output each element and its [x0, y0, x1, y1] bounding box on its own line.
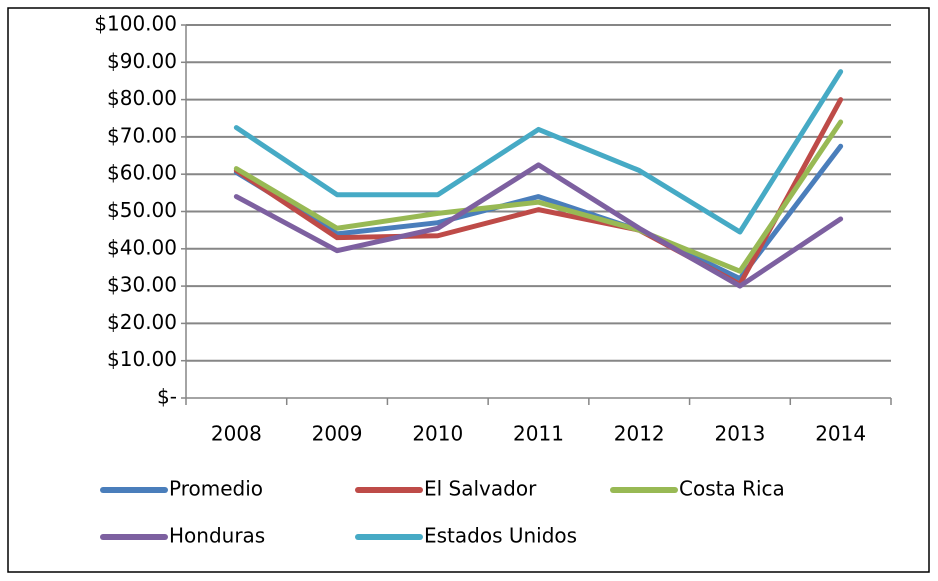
y-tick-label: $60.00: [107, 161, 177, 185]
legend-label: Honduras: [169, 524, 265, 548]
x-tick-label: 2013: [714, 422, 765, 446]
y-tick-label: $50.00: [107, 198, 177, 222]
y-tick-label: $10.00: [107, 347, 177, 371]
y-tick-label: $90.00: [107, 49, 177, 73]
y-tick-label: $20.00: [107, 310, 177, 334]
x-tick-label: 2012: [614, 422, 665, 446]
y-tick-label: $80.00: [107, 86, 177, 110]
x-tick-label: 2008: [211, 422, 262, 446]
x-tick-label: 2009: [312, 422, 363, 446]
series-line: [233, 162, 844, 289]
chart-border: [7, 7, 930, 573]
x-tick-label: 2010: [412, 422, 463, 446]
legend-label: El Salvador: [424, 477, 537, 501]
legend-label: Costa Rica: [679, 477, 785, 501]
y-tick-label: $30.00: [107, 273, 177, 297]
y-tick-label: $-: [157, 385, 177, 409]
series-line: [233, 69, 844, 235]
series-line: [233, 119, 844, 274]
y-tick-label: $40.00: [107, 235, 177, 259]
x-tick-label: 2014: [815, 422, 866, 446]
series-line: [233, 143, 844, 282]
legend-label: Estados Unidos: [424, 524, 577, 548]
legend-label: Promedio: [169, 477, 263, 501]
y-tick-label: $70.00: [107, 123, 177, 147]
y-tick-label: $100.00: [94, 12, 177, 36]
x-tick-label: 2011: [513, 422, 564, 446]
